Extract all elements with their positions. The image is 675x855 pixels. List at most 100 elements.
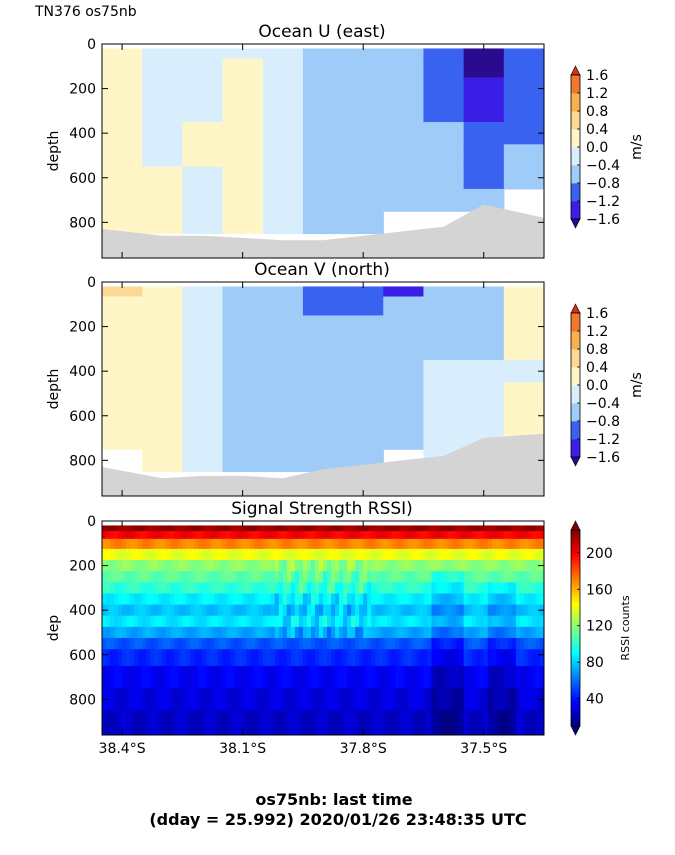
data-cell — [162, 560, 167, 572]
data-cell — [531, 638, 537, 650]
data-cell — [278, 593, 284, 606]
data-cell — [371, 665, 376, 689]
data-cell — [122, 638, 127, 650]
data-cell — [102, 626, 107, 639]
data-cell — [182, 99, 224, 123]
data-cell — [182, 665, 187, 689]
data-cell — [222, 582, 228, 595]
data-cell — [174, 525, 179, 532]
data-cell — [214, 604, 220, 617]
colorbar-segment — [571, 693, 580, 698]
data-cell — [290, 582, 296, 595]
data-cell — [483, 638, 489, 650]
data-cell — [495, 571, 501, 583]
data-cell — [355, 626, 360, 639]
data-cell — [314, 531, 320, 540]
data-cell — [242, 571, 248, 583]
colorbar: 1.61.20.80.40.0−0.4−0.8−1.2−1.6m/s — [570, 303, 645, 467]
data-cell — [367, 531, 372, 540]
data-cell — [395, 615, 400, 628]
data-cell — [302, 593, 308, 606]
data-cell — [242, 582, 248, 595]
data-cell — [331, 665, 336, 689]
data-cell — [282, 571, 288, 583]
data-cell — [122, 538, 127, 550]
data-cell — [270, 538, 276, 550]
data-cell — [395, 571, 400, 583]
data-cell — [286, 531, 292, 540]
data-cell — [174, 710, 179, 735]
data-cell — [134, 525, 139, 532]
data-cell — [154, 571, 159, 583]
data-cell — [142, 48, 183, 60]
data-cell — [182, 77, 224, 101]
data-cell — [363, 548, 368, 561]
data-cell — [262, 626, 268, 639]
data-cell — [238, 688, 244, 712]
data-cell — [471, 593, 477, 606]
data-cell — [178, 525, 183, 532]
data-cell — [463, 560, 469, 572]
data-cell — [186, 582, 191, 595]
data-cell — [270, 525, 276, 532]
data-cell — [383, 560, 388, 572]
data-cell — [407, 626, 412, 639]
data-cell — [234, 638, 240, 650]
data-cell — [130, 582, 135, 595]
colorbar-segment — [571, 654, 580, 658]
data-cell — [110, 582, 115, 595]
data-cell — [102, 58, 143, 79]
data-cell — [343, 582, 348, 595]
data-cell — [347, 710, 352, 735]
data-cell — [443, 604, 449, 617]
data-cell — [347, 560, 352, 572]
data-cell — [363, 531, 368, 540]
data-cell — [166, 560, 171, 572]
data-cell — [471, 531, 477, 540]
data-cell — [174, 638, 179, 650]
data-cell — [499, 571, 505, 583]
data-cell — [371, 626, 376, 639]
data-cell — [503, 560, 509, 572]
data-cell — [499, 582, 505, 595]
triangle-arrow-icon — [570, 456, 581, 467]
data-cell — [182, 360, 224, 383]
data-cell — [339, 560, 344, 572]
data-cell — [383, 188, 425, 212]
data-cell — [367, 593, 372, 606]
data-cell — [118, 615, 123, 628]
data-cell — [186, 604, 191, 617]
data-cell — [198, 665, 204, 689]
data-cell — [515, 571, 521, 583]
data-cell — [519, 649, 525, 667]
data-cell — [323, 593, 328, 606]
data-cell — [427, 710, 433, 735]
data-cell — [367, 571, 372, 583]
data-cell — [274, 710, 280, 735]
data-cell — [146, 615, 151, 628]
data-cell — [298, 560, 304, 572]
data-cell — [351, 531, 356, 540]
data-cell — [186, 626, 191, 639]
data-cell — [150, 688, 155, 712]
data-cell — [383, 315, 425, 339]
data-cell — [258, 593, 264, 606]
data-cell — [290, 626, 296, 639]
data-cell — [483, 615, 489, 628]
data-cell — [102, 360, 143, 383]
data-cell — [463, 649, 469, 667]
data-cell — [262, 404, 304, 428]
data-cell — [451, 593, 457, 606]
data-cell — [314, 604, 320, 617]
colorbar-segment — [571, 686, 580, 691]
data-cell — [355, 604, 360, 617]
data-cell — [154, 649, 159, 667]
data-cell — [515, 688, 521, 712]
data-cell — [130, 593, 135, 606]
data-cell — [483, 548, 489, 561]
data-cell — [302, 337, 344, 361]
data-cell — [367, 525, 372, 532]
data-cell — [503, 315, 544, 339]
